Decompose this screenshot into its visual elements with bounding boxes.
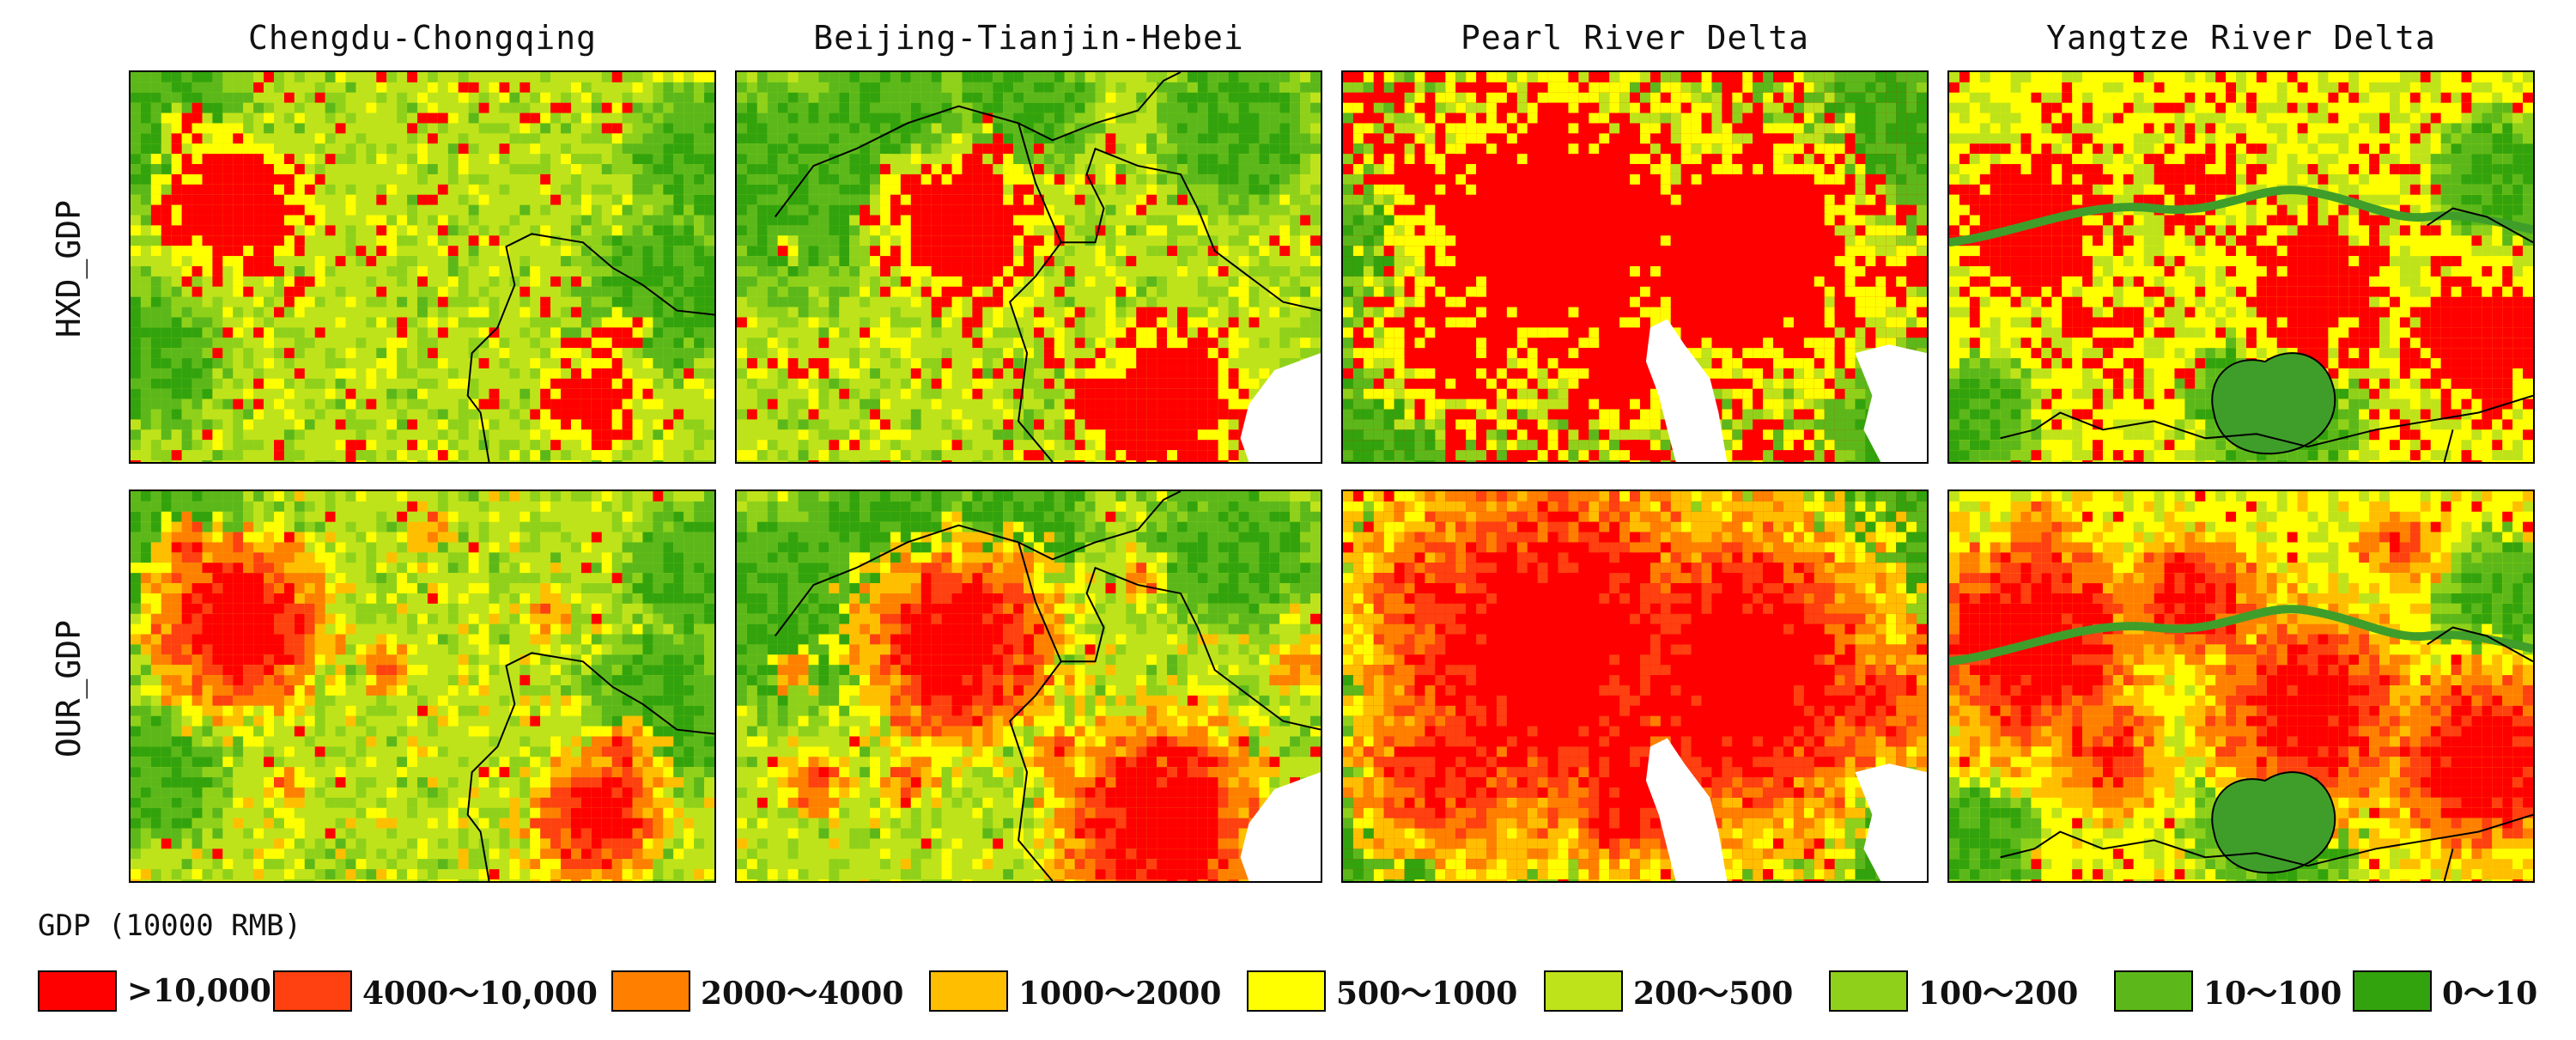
map-our-beijing-tianjin-hebei bbox=[735, 490, 1322, 883]
map-our-pearl-river-delta bbox=[1341, 490, 1929, 883]
column-title-yangtze-river-delta: Yangtze River Delta bbox=[2046, 19, 2436, 57]
map-raster bbox=[1949, 72, 2533, 462]
legend-swatch bbox=[929, 970, 1008, 1012]
column-title-beijing-tianjin-hebei: Beijing-Tianjin-Hebei bbox=[813, 19, 1244, 57]
legend-item-10-100: 10～100 bbox=[2114, 967, 2342, 1015]
map-cells bbox=[737, 72, 1321, 462]
map-raster bbox=[131, 72, 714, 462]
map-cells bbox=[131, 491, 714, 881]
row-label-hxd-gdp-text: HXD_GDP bbox=[50, 199, 88, 338]
legend-label: 1000～2000 bbox=[1018, 976, 1222, 1012]
legend-item-1000-2000: 1000～2000 bbox=[929, 967, 1221, 1015]
legend-label: 100～200 bbox=[1918, 976, 2079, 1012]
legend-item-200-500: 200～500 bbox=[1544, 967, 1793, 1015]
legend-label: >10,000 bbox=[127, 973, 271, 1009]
map-raster bbox=[737, 72, 1321, 462]
legend-swatch bbox=[2353, 970, 2432, 1012]
taihu-lake bbox=[2211, 352, 2336, 455]
legend-item-100-200: 100～200 bbox=[1829, 967, 2078, 1015]
legend-item-500-1000: 500～1000 bbox=[1247, 967, 1517, 1015]
map-hxd-yangtze-river-delta bbox=[1947, 70, 2535, 464]
sea-water bbox=[1645, 738, 1927, 881]
map-raster bbox=[737, 491, 1321, 881]
legend-swatch bbox=[2114, 970, 2193, 1012]
map-cells bbox=[131, 72, 714, 462]
sea-water bbox=[1240, 353, 1321, 462]
row-label-our-gdp-text: OUR_GDP bbox=[50, 619, 88, 758]
legend-item-gt-10000: >10,000 bbox=[38, 967, 271, 1015]
taihu-lake bbox=[2211, 771, 2336, 874]
map-raster bbox=[131, 491, 714, 881]
map-cells bbox=[1949, 72, 2533, 462]
legend-swatch bbox=[38, 970, 117, 1012]
legend-label: 10～100 bbox=[2203, 976, 2342, 1012]
map-our-yangtze-river-delta bbox=[1947, 490, 2535, 883]
map-our-chengdu-chongqing bbox=[129, 490, 716, 883]
map-raster bbox=[1343, 491, 1927, 881]
legend-swatch bbox=[1829, 970, 1908, 1012]
map-hxd-beijing-tianjin-hebei bbox=[735, 70, 1322, 464]
legend-title: GDP (10000 RMB) bbox=[38, 909, 302, 943]
province-boundary bbox=[2000, 207, 2533, 462]
map-raster bbox=[1343, 72, 1927, 462]
legend-swatch bbox=[611, 970, 690, 1012]
legend-label: 4000～10,000 bbox=[362, 976, 598, 1012]
legend-label: 200～500 bbox=[1633, 976, 1794, 1012]
sea-water bbox=[1645, 319, 1927, 462]
legend-label: 0～10 bbox=[2442, 976, 2538, 1012]
province-boundary bbox=[2000, 626, 2533, 881]
column-title-pearl-river-delta: Pearl River Delta bbox=[1461, 19, 1809, 57]
sea-water bbox=[1240, 772, 1321, 881]
legend-label: 500～1000 bbox=[1336, 976, 1518, 1012]
map-hxd-chengdu-chongqing bbox=[129, 70, 716, 464]
province-boundary bbox=[466, 652, 714, 881]
yangtze-river bbox=[1949, 605, 2533, 666]
map-hxd-pearl-river-delta bbox=[1341, 70, 1929, 464]
map-cells bbox=[1949, 491, 2533, 881]
legend-item-4000-10000: 4000～10,000 bbox=[273, 967, 598, 1015]
yangtze-river bbox=[1949, 185, 2533, 247]
column-title-chengdu-chongqing: Chengdu-Chongqing bbox=[248, 19, 597, 57]
legend-swatch bbox=[1544, 970, 1623, 1012]
map-cells bbox=[737, 491, 1321, 881]
legend-item-2000-4000: 2000～4000 bbox=[611, 967, 903, 1015]
province-boundary bbox=[466, 233, 714, 462]
legend-swatch bbox=[1247, 970, 1326, 1012]
province-boundary bbox=[774, 491, 1321, 881]
legend-swatch bbox=[273, 970, 352, 1012]
map-raster bbox=[1949, 491, 2533, 881]
legend-item-0-10: 0～10 bbox=[2353, 967, 2537, 1015]
province-boundary bbox=[774, 72, 1321, 462]
legend-label: 2000～4000 bbox=[701, 976, 904, 1012]
